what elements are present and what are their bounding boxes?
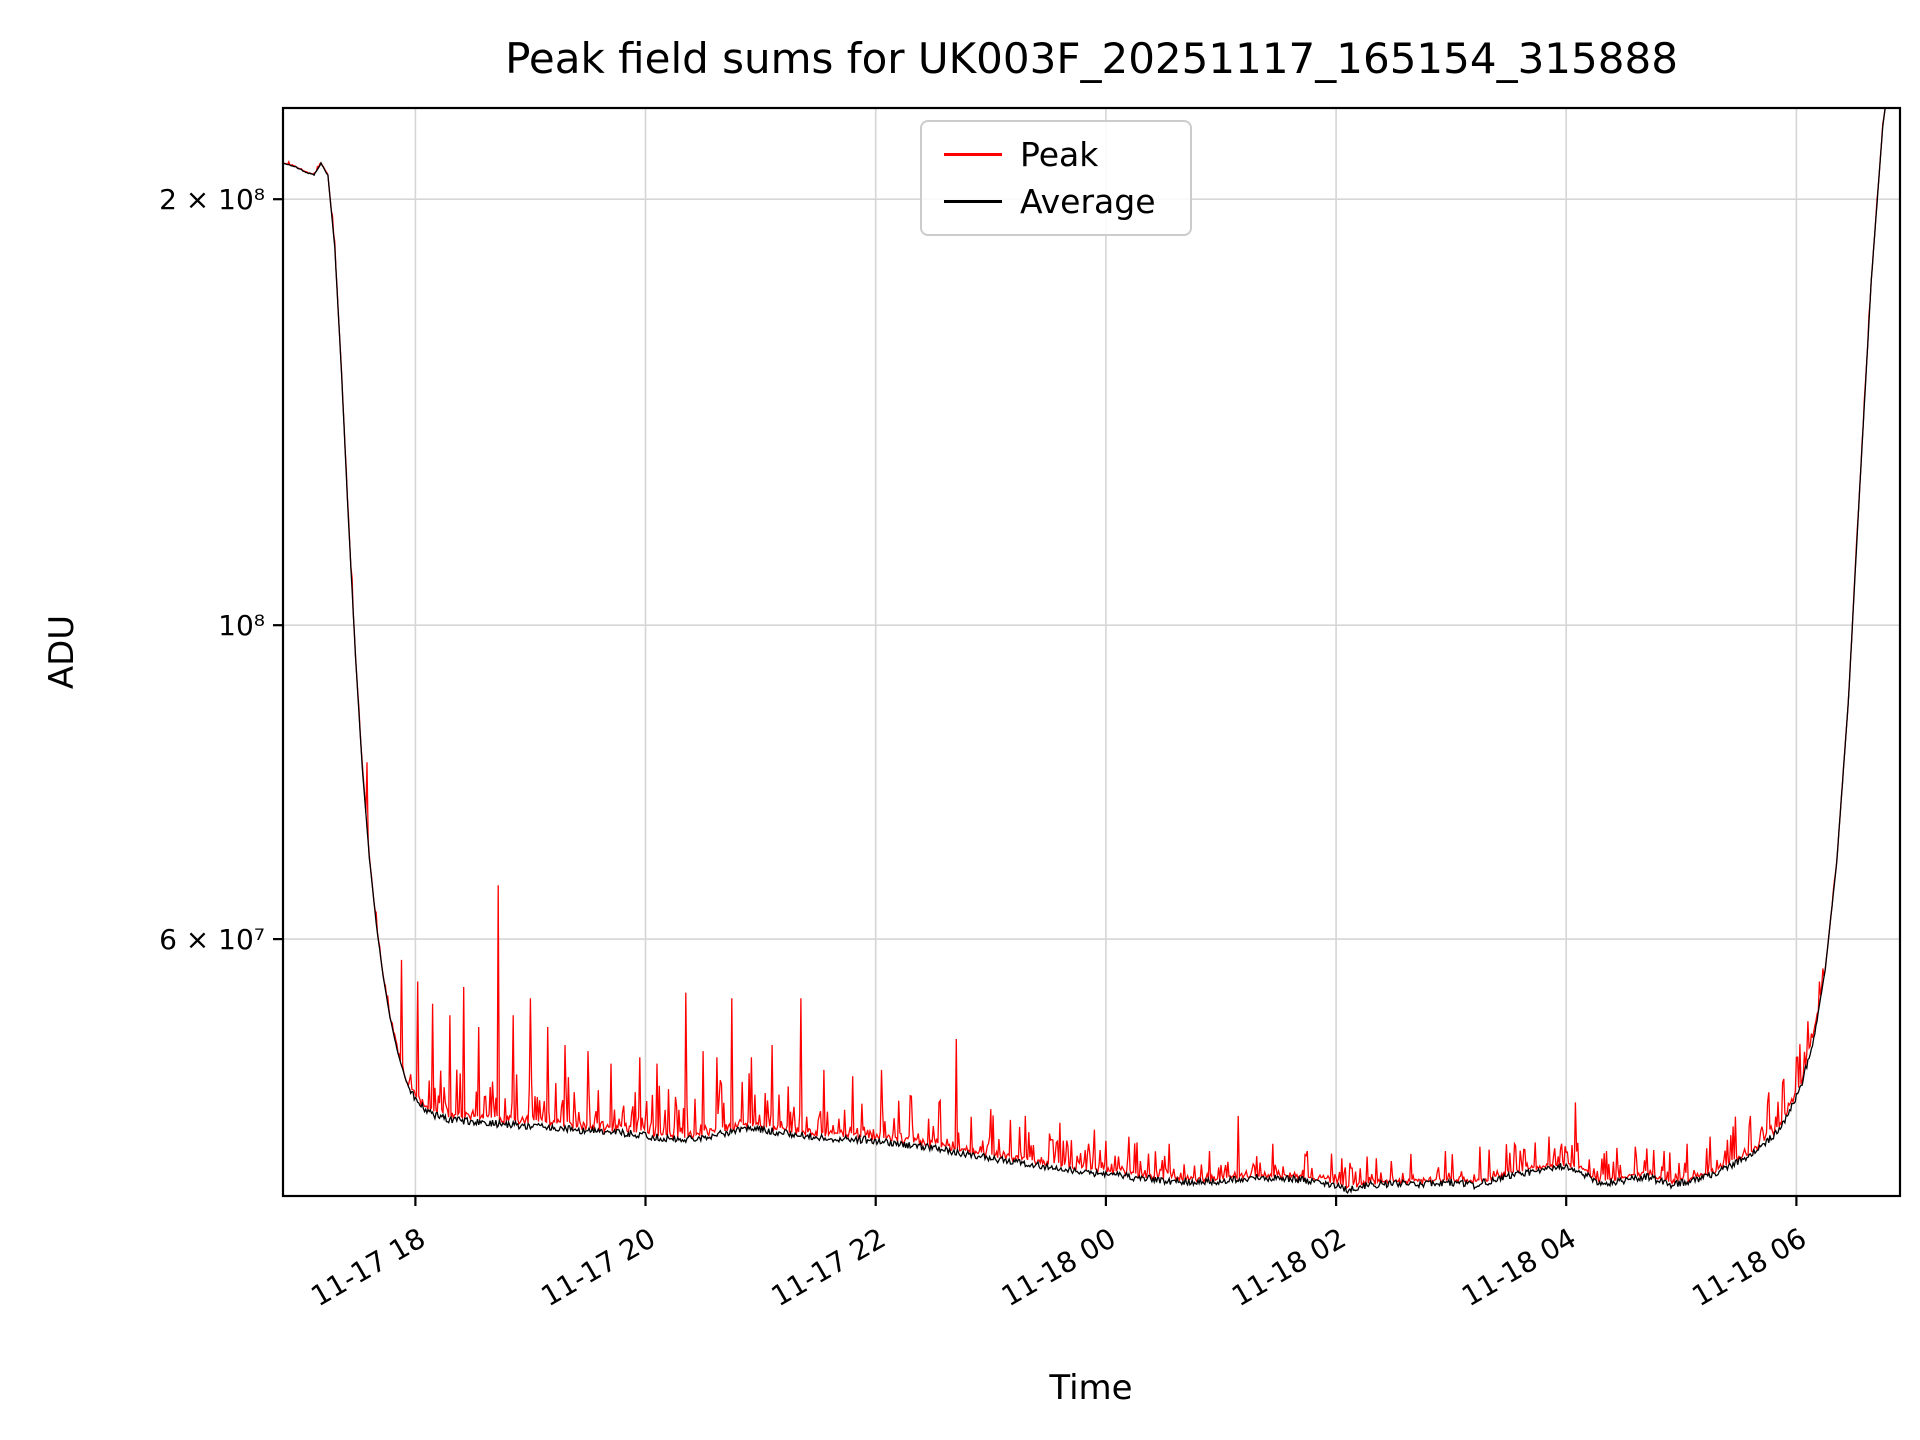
- x-tick-label: 11-18 06: [1686, 1221, 1812, 1313]
- average-series-line: [283, 108, 1886, 1195]
- x-tick-label: 11-18 00: [996, 1221, 1122, 1313]
- legend: Peak Average: [920, 120, 1192, 236]
- legend-label-average: Average: [1020, 182, 1156, 221]
- average-line-swatch: [944, 200, 1002, 203]
- x-tick-label: 11-18 04: [1456, 1221, 1582, 1313]
- y-tick-label: 2 × 10⁸: [159, 183, 265, 216]
- y-tick-label: 10⁸: [218, 609, 265, 642]
- peak-series-line: [283, 108, 1886, 1190]
- x-ticks: 11-17 18 11-17 20 11-17 22 11-18 00 11-18 02…: [305, 1196, 1812, 1313]
- y-tick-label: 6 × 10⁷: [159, 923, 265, 956]
- x-tick-label: 11-17 20: [535, 1221, 661, 1313]
- x-tick-label: 11-17 18: [305, 1221, 431, 1313]
- axis-frame: [281, 106, 1902, 1198]
- y-ticks: 2 × 10⁸ 10⁸ 6 × 10⁷: [159, 183, 283, 956]
- gridlines: [283, 108, 1900, 1196]
- x-tick-label: 11-18 02: [1226, 1221, 1352, 1313]
- peak-line-swatch: [944, 153, 1002, 156]
- legend-label-peak: Peak: [1020, 135, 1099, 174]
- legend-entry-peak: Peak: [944, 138, 1156, 171]
- chart-title: Peak field sums for UK003F_20251117_1651…: [505, 34, 1678, 83]
- x-axis-label: Time: [1049, 1368, 1133, 1408]
- x-tick-label: 11-17 22: [766, 1221, 892, 1313]
- legend-entry-average: Average: [944, 185, 1156, 218]
- series-group: [283, 108, 1886, 1195]
